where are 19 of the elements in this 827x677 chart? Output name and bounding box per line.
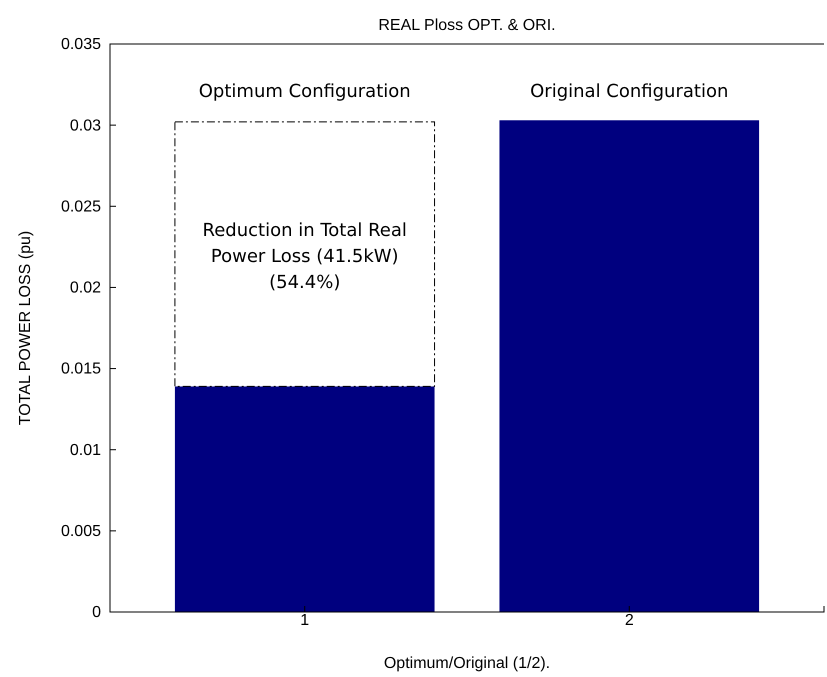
y-tick-label: 0 [92, 604, 102, 622]
y-axis-title: TOTAL POWER LOSS (pu) [17, 230, 34, 426]
y-tick-label: 0.025 [60, 198, 102, 216]
annotation: Reduction in Total Real Power Loss (41.5kW) (54.4%) [202, 220, 407, 293]
chart-title: REAL Ploss OPT. & ORI. [378, 17, 556, 34]
y-tick-label: 0.03 [70, 117, 102, 134]
x-tick-label: 1 [300, 612, 310, 629]
y-tick-label: 0.005 [60, 522, 102, 540]
annotation: Optimum Configuration [198, 81, 411, 102]
y-tick-label: 0.035 [60, 36, 102, 54]
y-tick-label: 0.01 [70, 442, 102, 459]
x-tick-label: 2 [624, 612, 634, 629]
y-tick-label: 0.02 [70, 280, 102, 297]
x-axis-title: Optimum/Original (1/2). [384, 655, 550, 672]
bar [174, 121, 436, 387]
bar [174, 386, 435, 612]
bar [499, 120, 760, 612]
y-tick-label: 0.015 [60, 360, 102, 378]
annotation: Original Configuration [530, 81, 728, 102]
